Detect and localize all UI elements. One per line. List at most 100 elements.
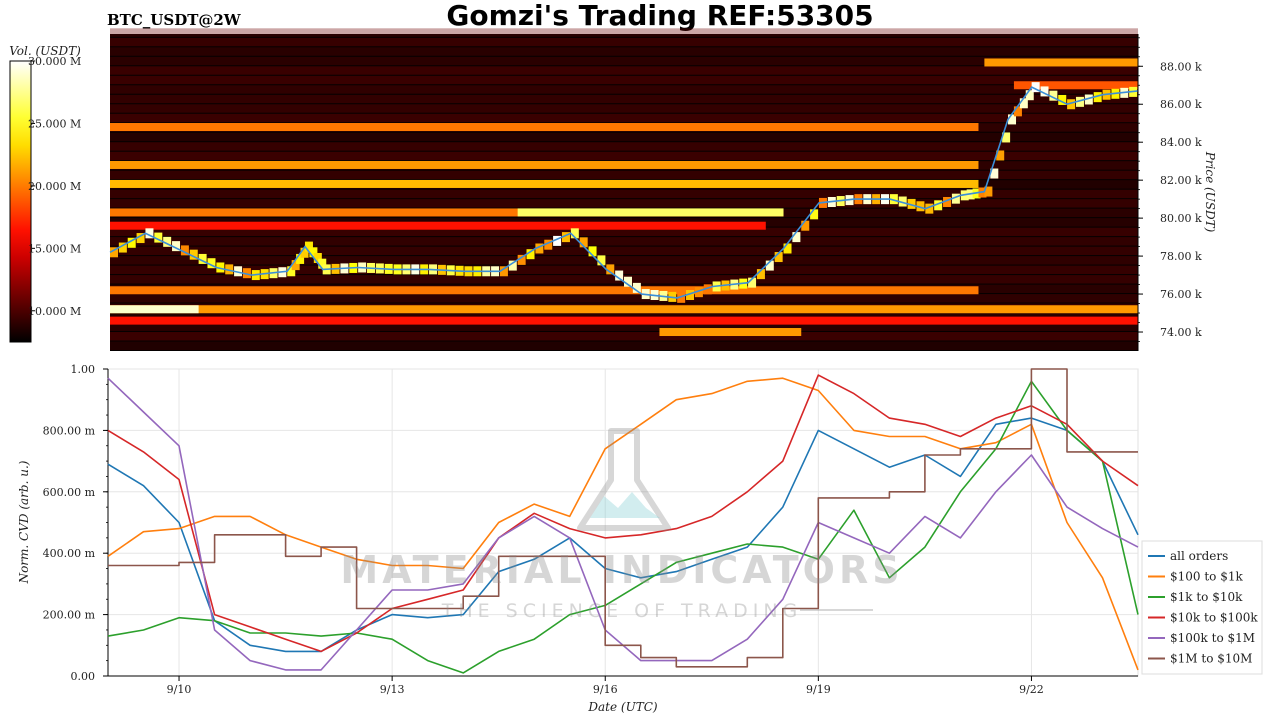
watermark-subtitle: THE SCIENCE OF TRADING bbox=[441, 600, 803, 622]
cvd-xtick-label: 9/22 bbox=[1019, 683, 1044, 696]
heatmap-cell bbox=[1002, 132, 1011, 143]
heatmap-cell bbox=[889, 194, 898, 205]
heatmap-cell bbox=[1040, 86, 1049, 97]
heatmap-cell bbox=[1093, 92, 1102, 103]
heatmap-cell bbox=[318, 258, 327, 269]
heatmap-cell bbox=[703, 284, 712, 295]
heatmap-band bbox=[110, 179, 979, 188]
cvd-ytick-label: 200.00 m bbox=[43, 609, 96, 622]
cvd-series-line bbox=[107, 380, 1139, 674]
cvd-xtick-label: 9/13 bbox=[380, 683, 405, 696]
heatmap-band bbox=[984, 58, 1138, 67]
heatmap-ylabel: Price (USDT) bbox=[1203, 151, 1217, 233]
colorbar-tick-label: 15.000 M bbox=[28, 242, 81, 255]
heatmap-cell bbox=[774, 252, 783, 263]
heatmap-ytick-label: 86.00 k bbox=[1160, 98, 1202, 111]
cvd-series-line bbox=[107, 417, 1139, 653]
legend-entry: $1M to $10M bbox=[1170, 652, 1252, 666]
heatmap-cell bbox=[309, 247, 318, 258]
heatmap-ytick-label: 84.00 k bbox=[1160, 136, 1202, 149]
heatmap-cell bbox=[234, 266, 243, 277]
heatmap-cell bbox=[686, 290, 695, 301]
heatmap-band bbox=[110, 305, 199, 314]
heatmap-cell bbox=[694, 287, 703, 298]
cvd-ytick-label: 600.00 m bbox=[43, 486, 96, 499]
heatmap-cell bbox=[677, 292, 686, 303]
heatmap-cell bbox=[1084, 94, 1093, 105]
colorbar-tick-label: 30.000 M bbox=[28, 55, 81, 68]
heatmap-cell bbox=[110, 247, 118, 258]
price-line bbox=[109, 86, 1139, 299]
heatmap-band bbox=[110, 316, 1138, 325]
flask-liquid-icon bbox=[590, 492, 660, 518]
heatmap-cell bbox=[242, 268, 251, 279]
heatmap-cell bbox=[207, 258, 216, 269]
heatmap-cell bbox=[1025, 90, 1034, 101]
heatmap-cell bbox=[189, 249, 198, 260]
heatmap-band bbox=[517, 208, 784, 217]
heatmap-texture-row bbox=[110, 237, 1138, 246]
heatmap-cell bbox=[180, 245, 189, 256]
heatmap-cell bbox=[136, 233, 145, 244]
heatmap-texture-row bbox=[110, 151, 1138, 161]
heatmap-cell bbox=[990, 168, 999, 179]
heatmap-cell bbox=[291, 260, 300, 271]
cvd-xtick-label: 9/19 bbox=[806, 683, 831, 696]
heatmap-texture-row bbox=[110, 322, 1138, 332]
heatmap-cell bbox=[1013, 106, 1022, 117]
heatmap-texture-row bbox=[110, 85, 1138, 94]
legend-entry: $1k to $10k bbox=[1170, 590, 1243, 604]
heatmap-cell bbox=[553, 235, 562, 246]
heatmap-cell bbox=[145, 228, 154, 239]
heatmap-cell bbox=[154, 232, 163, 243]
heatmap-texture-row bbox=[110, 47, 1138, 56]
heatmap-texture-row bbox=[110, 256, 1138, 265]
colorbar: 30.000 M 25.000 M 20.000 M 15.000 M 10.000 M bbox=[9, 55, 81, 343]
heatmap-texture-row bbox=[110, 227, 1138, 237]
chart-title: Gomzi's Trading REF:53305 bbox=[446, 0, 873, 32]
colorbar-label: Vol. (USDT) bbox=[9, 44, 81, 58]
heatmap-cell bbox=[792, 232, 801, 243]
heatmap-cell bbox=[810, 209, 819, 220]
heatmap-band bbox=[659, 328, 802, 337]
cvd-xtick-label: 9/10 bbox=[167, 683, 192, 696]
heatmap-band bbox=[110, 286, 979, 295]
heatmap-cell bbox=[597, 255, 606, 266]
cvd-ylabel: Norm. CVD (arb. u.) bbox=[17, 460, 31, 584]
cvd-ytick-label: 800.00 m bbox=[43, 424, 96, 437]
heatmap-cell bbox=[1019, 98, 1028, 109]
heatmap-band bbox=[110, 305, 1138, 314]
cvd-series-line bbox=[107, 374, 1139, 653]
heatmap-cell bbox=[304, 241, 313, 252]
heatmap-cell bbox=[1067, 99, 1076, 110]
heatmap-cell bbox=[624, 276, 632, 287]
legend: all orders $100 to $1k $1k to $10k $10k to … bbox=[1141, 540, 1263, 675]
heatmap-texture-row bbox=[110, 170, 1138, 180]
watermark-title: MATERIAL INDICATORS bbox=[340, 548, 903, 592]
heatmap-cell bbox=[943, 196, 952, 207]
heatmap-texture-row bbox=[110, 28, 1138, 37]
heatmap-cell bbox=[916, 201, 925, 212]
heatmap-ytick-label: 78.00 k bbox=[1160, 250, 1202, 263]
heatmap-texture-row bbox=[110, 94, 1138, 104]
heatmap-cell bbox=[1049, 90, 1058, 101]
heatmap-band bbox=[1013, 81, 1138, 90]
heatmap-cell bbox=[984, 186, 993, 197]
heatmap-cell bbox=[756, 269, 765, 280]
heatmap-texture-row bbox=[110, 265, 1138, 275]
heatmap-texture-row bbox=[110, 132, 1138, 142]
heatmap-cell bbox=[934, 200, 943, 211]
heatmap-cell bbox=[1008, 114, 1017, 125]
heatmap-cell bbox=[907, 198, 916, 209]
heatmap-texture-row bbox=[110, 199, 1138, 208]
heatmap-cell bbox=[517, 254, 526, 265]
heatmap-cell bbox=[287, 266, 296, 277]
heatmap-cell bbox=[118, 242, 127, 253]
heatmap-cell bbox=[615, 270, 624, 281]
colorbar-gradient bbox=[9, 60, 32, 343]
heatmap-cell bbox=[499, 266, 508, 277]
heatmap-cell bbox=[163, 236, 172, 247]
heatmap-texture-row bbox=[110, 332, 1138, 341]
heatmap-texture-row bbox=[110, 104, 1138, 113]
